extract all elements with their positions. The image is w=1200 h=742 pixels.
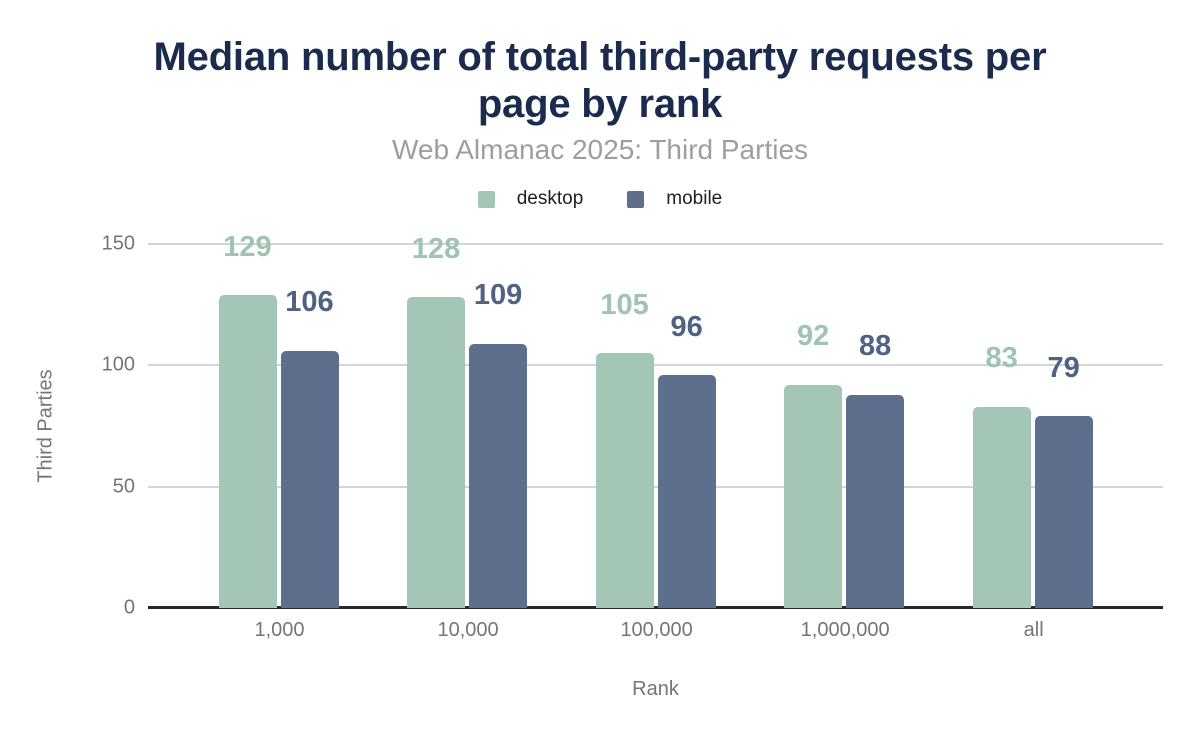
gridline-50 (148, 485, 1163, 488)
value-label-desktop-1,000: 129 (223, 230, 272, 263)
chart-subtitle: Web Almanac 2025: Third Parties (391, 134, 809, 165)
plot-area: 150 100 50 0 129 106 1,000 128 109 10,000 105 96 100… (102, 231, 1163, 641)
y-tick-label-150: 150 (101, 232, 135, 255)
bar-desktop-10,000 (407, 297, 466, 608)
value-label-mobile-all: 79 (1047, 351, 1080, 384)
bar-mobile-10,000 (469, 343, 528, 608)
bar-desktop-all (972, 406, 1031, 608)
x-tick-label-1,000,000: 1,000,000 (800, 619, 890, 641)
y-tick-label-100: 100 (101, 353, 135, 376)
legend: desktop mobile (0, 188, 1200, 210)
x-tick-label-10,000: 10,000 (437, 619, 499, 641)
x-axis-title: Rank (632, 678, 679, 700)
mobile-swatch-icon (627, 190, 645, 208)
x-tick-label-100,000: 100,000 (620, 619, 693, 641)
value-label-mobile-1,000,000: 88 (859, 330, 892, 363)
legend-item-desktop: desktop (477, 188, 584, 210)
bar-desktop-1,000 (218, 295, 277, 608)
legend-label-mobile: mobile (666, 188, 723, 209)
bar-mobile-all (1034, 416, 1093, 608)
bar-desktop-1,000,000 (784, 384, 843, 608)
bar-mobile-100,000 (657, 375, 716, 608)
value-label-desktop-10,000: 128 (411, 233, 461, 266)
value-label-desktop-100,000: 105 (600, 288, 649, 321)
x-axis-line (148, 606, 1163, 609)
desktop-swatch-icon (477, 190, 495, 208)
chart-title: Median number of total third-party reque… (153, 35, 1047, 126)
bar-desktop-100,000 (595, 353, 654, 608)
value-label-mobile-1,000: 106 (285, 286, 334, 319)
bar-mobile-1,000 (280, 350, 339, 608)
gridline-100 (148, 364, 1163, 367)
x-tick-label-1,000: 1,000 (254, 619, 305, 641)
y-tick-label-50: 50 (112, 475, 135, 498)
x-tick-label-all: all (1023, 619, 1044, 641)
legend-item-mobile: mobile (627, 188, 722, 210)
value-label-desktop-all: 83 (985, 342, 1018, 375)
y-tick-label-0: 0 (123, 596, 135, 619)
y-axis-title: Third Parties (34, 369, 57, 483)
bar-mobile-1,000,000 (846, 394, 905, 608)
legend-label-desktop: desktop (516, 188, 584, 209)
value-label-mobile-10,000: 109 (473, 279, 523, 312)
gridline-150 (148, 243, 1163, 245)
value-label-desktop-1,000,000: 92 (797, 320, 830, 353)
value-label-mobile-100,000: 96 (670, 310, 703, 343)
